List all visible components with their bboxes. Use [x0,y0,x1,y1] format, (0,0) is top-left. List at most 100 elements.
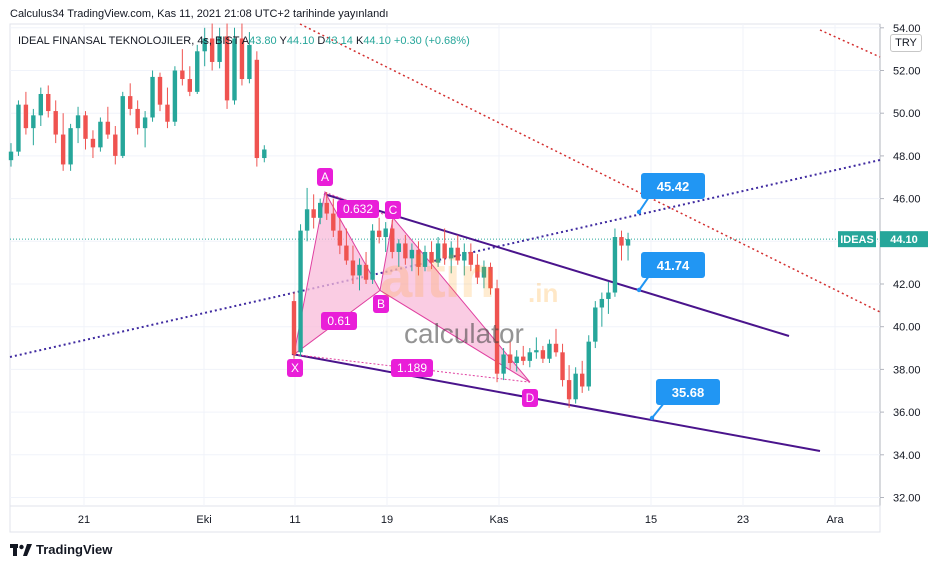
x-tick-label: Ara [826,514,844,526]
candle-body [262,149,267,159]
tradingview-logo-icon [10,543,32,556]
x-tick-label: 21 [78,514,90,526]
candle-body [128,96,133,109]
candle-body [113,134,118,156]
candle-body [363,264,369,280]
callout-box [641,252,705,278]
candle-body [331,213,336,231]
y-tick-label: 50.00 [893,108,921,120]
candle-body [606,292,611,299]
callout-anchor [649,415,655,421]
candle-body [53,111,58,135]
candle-body [612,237,618,293]
callout-value: 45.42 [657,179,690,194]
plot-frame [9,23,881,507]
candle-body [291,301,297,355]
pattern-bcd-triangle [379,216,531,383]
candle-body [527,352,532,361]
candle-body [344,245,349,261]
candle-body [254,59,260,159]
pattern-point-label: X [291,361,299,375]
x-tick-label: 19 [381,514,393,526]
candle-body [494,288,500,374]
y-tick-label: 48.00 [893,151,921,163]
candle-body [586,341,591,387]
last-price-tag-label: 44.10 [890,234,918,246]
callout-pointer [651,402,665,419]
candle-body [534,350,539,353]
candle-body [383,228,388,238]
ratio-label: 0.61 [327,314,351,328]
candle-body [468,251,474,265]
candle-body [455,247,460,261]
candle-body [105,121,111,135]
candle-body [202,38,207,52]
candle-body [83,115,88,139]
pattern-point-b-badge [373,295,389,313]
pattern-point-x-badge [287,359,303,377]
open-label: A [241,35,250,47]
candle-body [593,307,598,342]
candle-body [38,93,43,116]
callout-box [641,173,705,199]
low-label: D [317,35,326,47]
candle-body [135,108,140,129]
candle-body [8,151,14,161]
callout-anchor [636,287,642,293]
currency-button[interactable]: TRY [890,34,922,52]
candle-body [209,38,215,62]
channel-lower-line [291,353,821,452]
candle-body [566,380,572,400]
symbol-name: IDEAL FINANSAL TEKNOLOJILER, 4s, BIST [18,35,240,47]
candle-body [507,354,513,363]
ratio-badge [337,200,379,218]
grid [9,23,881,533]
candle-body [376,230,382,238]
candle-body [442,243,447,259]
y-tick-label: 54.00 [893,23,921,35]
pattern-point-label: C [389,203,398,217]
candle-body [429,251,434,263]
price-callouts: 45.42 41.74 35.68 [636,173,720,421]
candle-body [318,202,323,218]
close-value: 44.10 [363,35,391,47]
candle-body [488,266,493,289]
ratio-label: 0.632 [343,202,373,216]
candle-body [324,202,329,214]
candles [8,23,631,408]
x-tick-label: 23 [737,514,749,526]
candle-body [75,115,81,129]
candle-body [462,251,467,261]
candle-body [98,121,103,148]
candle-body [150,76,155,118]
callout-pointer [638,275,650,291]
candle-body [304,209,310,231]
candle-body [172,70,178,122]
candle-body [232,38,237,101]
y-tick-label: 42.00 [893,279,921,291]
y-tick-label: 36.00 [893,407,921,419]
symbol-legend: IDEAL FINANSAL TEKNOLOJILER, 4s, BIST A 4… [18,35,470,47]
ratio-label: 1.189 [397,361,427,375]
last-price-tag-bg [880,231,928,248]
candle-body [311,209,316,218]
y-tick-label: 52.00 [893,66,921,78]
publish-info: Calculus34 TradingView.com, Kas 11, 2021… [10,8,389,20]
candle-body [416,249,421,267]
candle-body [573,373,578,400]
y-tick-label: 40.00 [893,322,921,334]
candle-body [449,247,454,259]
candle-body [357,264,362,276]
pattern-labels: X A B C D 0.632 0.61 1.189 [287,168,538,407]
ticker-tag-label: IDEAS [840,234,874,246]
pattern-point-c-badge [385,201,401,219]
pattern-point-label: B [377,297,385,311]
callout-pointer [638,196,650,213]
close-label: K [355,35,364,47]
callout-box [656,379,720,405]
x-tick-label: 11 [289,514,300,526]
y-tick-label: 32.00 [893,493,921,505]
footer: TradingView [10,542,112,557]
y-tick-label: 46.00 [893,194,921,206]
